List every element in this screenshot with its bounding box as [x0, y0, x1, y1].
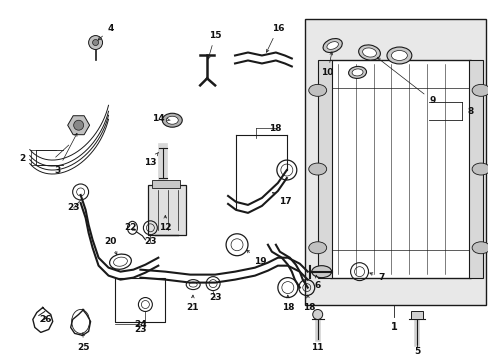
- Ellipse shape: [166, 116, 178, 124]
- Ellipse shape: [311, 266, 331, 278]
- Text: 18: 18: [281, 295, 293, 312]
- Text: 8: 8: [467, 107, 473, 116]
- Bar: [410, 311, 423, 319]
- Text: 23: 23: [134, 325, 146, 334]
- Circle shape: [88, 36, 102, 50]
- Ellipse shape: [308, 242, 326, 254]
- Ellipse shape: [308, 84, 326, 96]
- Bar: [152, 180, 180, 188]
- Text: 18: 18: [268, 124, 281, 133]
- Text: 13: 13: [144, 153, 158, 167]
- Text: 12: 12: [159, 215, 171, 232]
- Text: 19: 19: [246, 250, 265, 266]
- Circle shape: [312, 310, 322, 319]
- Text: 18: 18: [303, 295, 315, 312]
- Ellipse shape: [162, 113, 182, 127]
- Text: 23: 23: [208, 293, 221, 302]
- Text: 5: 5: [413, 347, 420, 356]
- Bar: [317, 60, 331, 278]
- Ellipse shape: [471, 242, 488, 254]
- Ellipse shape: [362, 48, 376, 57]
- Text: 11: 11: [311, 343, 324, 352]
- Ellipse shape: [348, 66, 366, 78]
- Text: 16: 16: [266, 24, 284, 52]
- Text: 26: 26: [40, 315, 52, 324]
- Ellipse shape: [351, 69, 362, 76]
- Text: 1: 1: [390, 323, 397, 332]
- Text: 10: 10: [321, 52, 333, 77]
- Text: 21: 21: [185, 295, 198, 312]
- Bar: [468, 60, 482, 278]
- Text: 24: 24: [134, 320, 146, 329]
- Text: 7: 7: [369, 273, 384, 282]
- Polygon shape: [67, 116, 89, 135]
- Ellipse shape: [471, 84, 488, 96]
- Text: 25: 25: [77, 333, 90, 352]
- Text: 23: 23: [144, 237, 156, 246]
- Bar: [148, 185, 186, 235]
- Text: 23: 23: [67, 203, 80, 212]
- Text: 22: 22: [124, 223, 137, 232]
- Ellipse shape: [471, 163, 488, 175]
- Ellipse shape: [308, 163, 326, 175]
- Text: 9: 9: [377, 58, 435, 105]
- Ellipse shape: [326, 42, 338, 49]
- Text: 3: 3: [55, 133, 77, 175]
- Text: 6: 6: [314, 275, 320, 290]
- Circle shape: [92, 40, 99, 45]
- Text: 14: 14: [152, 114, 170, 123]
- Text: 20: 20: [104, 237, 117, 255]
- Circle shape: [74, 120, 83, 130]
- Bar: [115, 278, 165, 323]
- Ellipse shape: [323, 39, 342, 53]
- Ellipse shape: [390, 50, 407, 60]
- Ellipse shape: [386, 47, 411, 64]
- Text: 17: 17: [272, 193, 290, 206]
- Text: 15: 15: [207, 31, 221, 59]
- Bar: [304, 19, 485, 305]
- Ellipse shape: [358, 45, 380, 60]
- Bar: [329, 60, 470, 278]
- Text: 4: 4: [98, 24, 114, 40]
- Text: 2: 2: [20, 154, 26, 163]
